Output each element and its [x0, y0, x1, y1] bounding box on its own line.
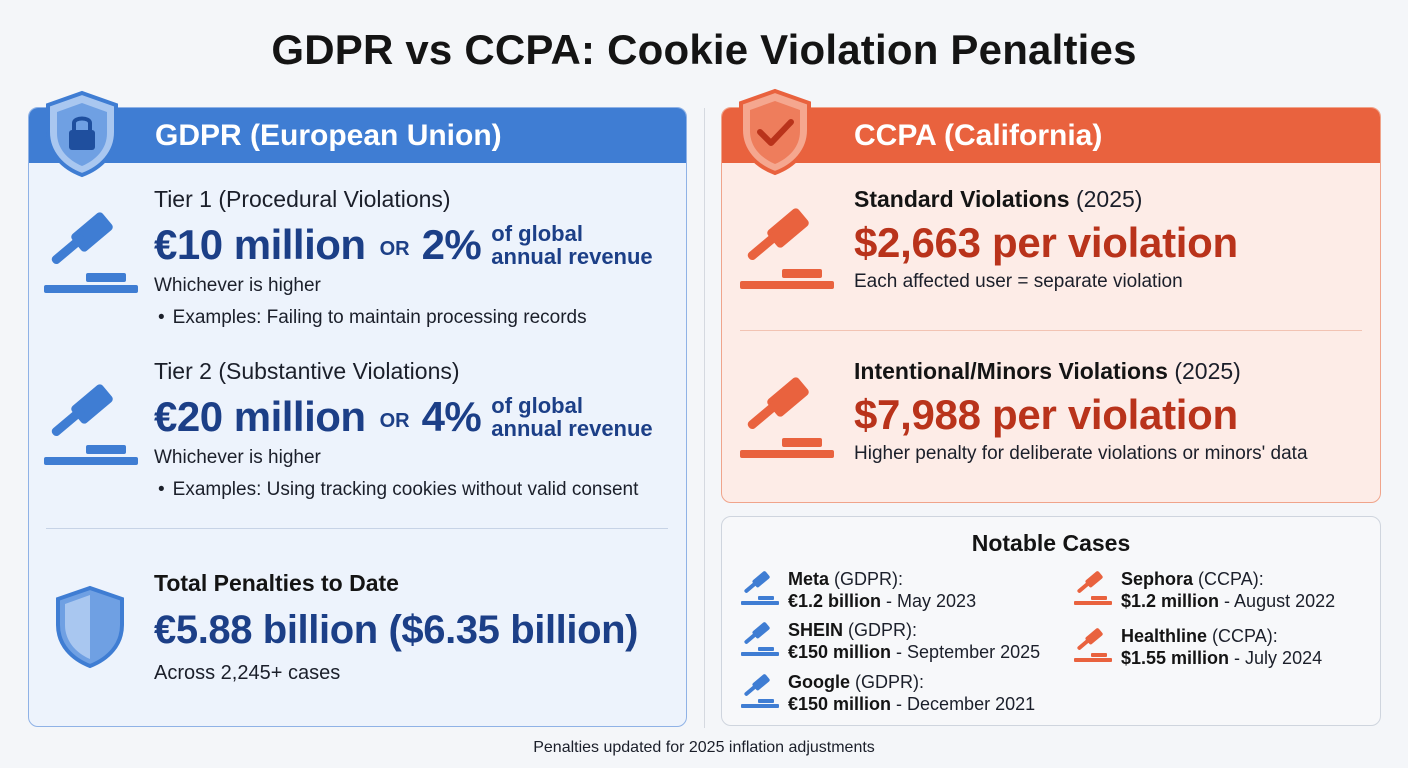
- shield-lock-icon: [46, 90, 118, 178]
- shield-icon: [56, 585, 124, 669]
- ccpa-header: CCPA (California): [722, 108, 1380, 163]
- gdpr-tier2: Tier 2 (Substantive Violations) €20 mill…: [154, 358, 653, 501]
- tier2-percent: 4%: [421, 393, 482, 440]
- tier2-penalty: €20 million OR 4% of global annual revenu…: [154, 393, 653, 441]
- tier2-or: OR: [379, 409, 410, 432]
- tier1-percent: 2%: [421, 221, 482, 268]
- standard-amount: $2,663 per violation: [854, 219, 1238, 266]
- total-value: €5.88 billion ($6.35 billion): [154, 608, 639, 652]
- total-title: Total Penalties to Date: [154, 570, 399, 596]
- gavel-icon: [741, 622, 779, 656]
- gdpr-tier1: Tier 1 (Procedural Violations) €10 milli…: [154, 186, 653, 329]
- shield-check-icon: [739, 88, 811, 176]
- notable-cases-panel: [721, 516, 1381, 726]
- standard-sub: Each affected user = separate violation: [854, 271, 1183, 292]
- tier1-title: Tier 1 (Procedural Violations): [154, 186, 451, 212]
- ccpa-intentional: Intentional/Minors Violations (2025) $7,…: [854, 358, 1308, 465]
- gavel-icon: [740, 208, 834, 289]
- tier2-title: Tier 2 (Substantive Violations): [154, 358, 460, 384]
- gdpr-header: GDPR (European Union): [29, 108, 686, 163]
- tier1-or: OR: [379, 237, 410, 260]
- ccpa-header-title: CCPA (California): [854, 119, 1103, 152]
- tier1-penalty: €10 million OR 2% of global annual revenu…: [154, 221, 653, 269]
- intentional-title: Intentional/Minors Violations (2025): [854, 358, 1241, 384]
- gavel-icon: [1074, 628, 1112, 662]
- tier2-note: Whichever is higher: [154, 447, 321, 468]
- notable-cases-title: Notable Cases: [971, 530, 1131, 556]
- gavel-icon: [1074, 571, 1112, 605]
- intentional-sub: Higher penalty for deliberate violations…: [854, 443, 1308, 464]
- tier1-amount: €10 million: [154, 221, 366, 268]
- tier1-example: • Examples: Failing to maintain processin…: [158, 307, 587, 328]
- gavel-icon: [740, 377, 834, 458]
- gavel-icon: [741, 571, 779, 605]
- ccpa-standard: Standard Violations (2025) $2,663 per vi…: [854, 186, 1238, 293]
- gavel-icon: [44, 384, 138, 465]
- ccpa-divider: [740, 330, 1362, 331]
- tier1-note: Whichever is higher: [154, 275, 321, 296]
- gavel-icon: [44, 212, 138, 293]
- tier1-of-revenue: of global annual revenue: [491, 221, 653, 269]
- tier2-amount: €20 million: [154, 393, 366, 440]
- gavel-icon: [741, 674, 779, 708]
- ccpa-panel: CCPA (California): [721, 107, 1381, 503]
- gdpr-panel: GDPR (European Union): [28, 107, 687, 727]
- intentional-amount: $7,988 per violation: [854, 391, 1238, 438]
- footer-note: Penalties updated for 2025 inflation adj…: [533, 739, 875, 756]
- standard-title: Standard Violations (2025): [854, 186, 1143, 212]
- total-sub: Across 2,245+ cases: [154, 662, 341, 684]
- gdpr-header-title: GDPR (European Union): [155, 119, 502, 152]
- tier2-example: • Examples: Using tracking cookies withou…: [158, 479, 639, 500]
- tier2-of-revenue: of global annual revenue: [491, 393, 653, 441]
- gdpr-divider: [46, 528, 668, 529]
- center-divider: [704, 108, 705, 728]
- page-title: GDPR vs CCPA: Cookie Violation Penalties: [271, 26, 1137, 73]
